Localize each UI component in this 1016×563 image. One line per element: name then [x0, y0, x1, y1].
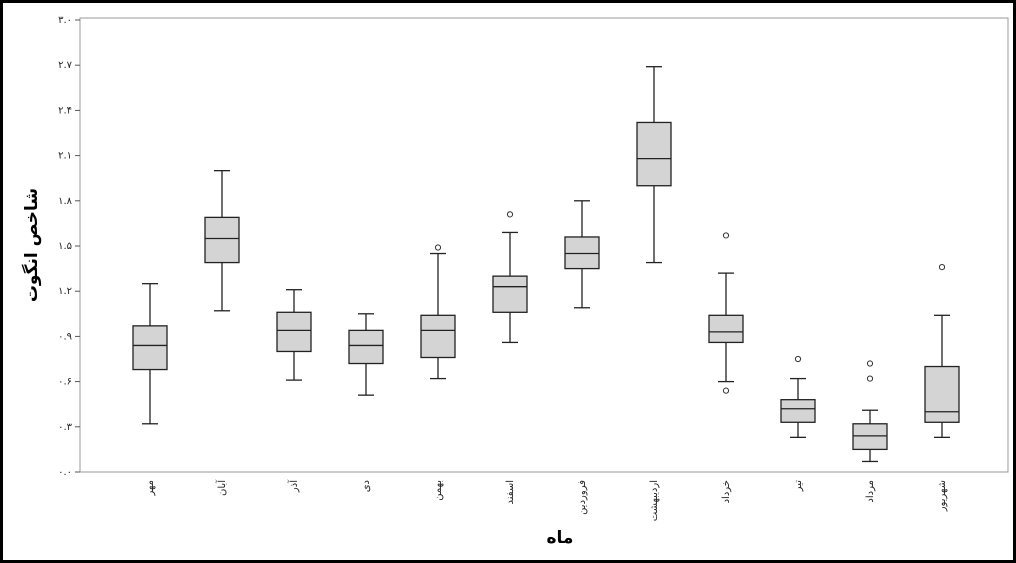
box	[132, 325, 168, 371]
y-tick-label: ۲.۱	[58, 151, 72, 162]
box	[492, 275, 528, 313]
outlier	[794, 355, 802, 363]
x-tick-label: بهمن	[433, 480, 444, 501]
outlier	[434, 244, 442, 251]
x-tick-label: شهریور	[937, 480, 948, 512]
y-axis-title: شاخص انگوت	[21, 188, 42, 302]
y-tick-label: ۰.۶	[58, 377, 72, 388]
box	[204, 216, 240, 264]
y-tick-label: ۳.۰	[58, 15, 72, 26]
outlier	[866, 360, 874, 367]
box	[276, 311, 312, 353]
box	[924, 365, 960, 423]
x-tick-label: دی	[361, 480, 372, 492]
x-tick-label: مهر	[145, 480, 156, 496]
y-tick-label: ۰.۳	[58, 422, 73, 433]
y-tick-label: ۱.۸	[58, 196, 73, 207]
x-tick-label: خرداد	[721, 480, 732, 503]
x-axis-title: ماه	[547, 528, 574, 548]
y-tick-label: ۱.۵	[58, 241, 72, 252]
outlier	[938, 263, 946, 271]
outlier	[722, 232, 730, 239]
outlier	[722, 387, 730, 394]
box	[348, 329, 384, 365]
box	[708, 314, 744, 344]
box	[420, 314, 456, 359]
y-tick-label: ۰.۹	[58, 331, 72, 342]
x-tick-label: اردیبهشت	[649, 480, 660, 521]
box	[852, 423, 888, 451]
x-tick-label: مرداد	[865, 480, 876, 503]
box	[564, 236, 600, 270]
y-tick-label: ۱.۲	[58, 286, 72, 297]
x-tick-label: تیر	[793, 480, 804, 493]
outlier	[866, 375, 874, 382]
y-tick-label: ۲.۴	[58, 105, 72, 116]
y-tick-label: ۰.۰	[58, 467, 72, 478]
x-tick-label: اسفند	[505, 480, 516, 504]
x-tick-label: آذر	[287, 479, 300, 493]
box	[636, 121, 672, 187]
x-tick-label: فروردین	[577, 480, 588, 515]
y-tick-label: ۲.۷	[58, 60, 73, 71]
plot-frame	[79, 17, 1009, 473]
outlier	[506, 211, 514, 218]
x-tick-label: آبان	[215, 479, 228, 496]
box	[780, 399, 816, 423]
